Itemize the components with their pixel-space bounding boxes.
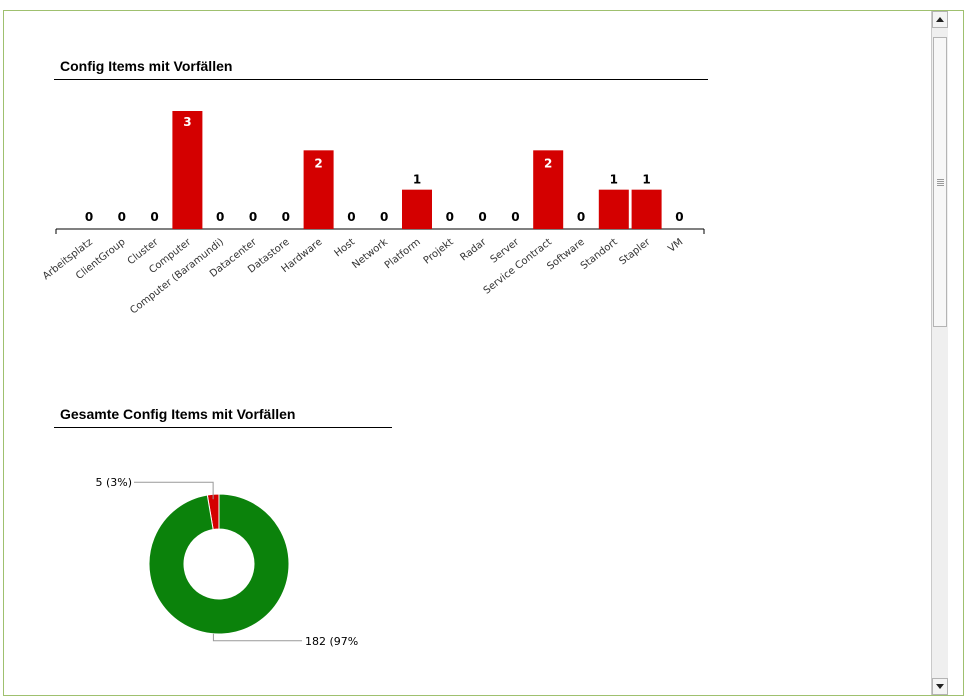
category-tick-label: Stapler xyxy=(617,236,653,267)
category-tick-label: Radar xyxy=(458,236,489,263)
bar-value-label: 1 xyxy=(413,173,421,187)
bar-value-label: 2 xyxy=(544,156,552,170)
bar-value-label: 1 xyxy=(642,173,650,187)
slice-label: 182 (97% xyxy=(305,635,358,648)
grip-icon xyxy=(936,178,944,186)
pie-chart-title: Gesamte Config Items mit Vorfällen xyxy=(54,406,392,428)
bar-value-label: 0 xyxy=(446,210,454,224)
bar-value-label: 0 xyxy=(85,210,93,224)
bar-value-label: 0 xyxy=(347,210,355,224)
bar-value-label: 0 xyxy=(150,210,158,224)
bar-value-label: 3 xyxy=(183,115,191,129)
bar xyxy=(402,189,432,229)
bar-value-label: 0 xyxy=(511,210,519,224)
leader-line xyxy=(134,481,214,500)
bar xyxy=(598,189,629,229)
category-tick-label: Host xyxy=(333,237,358,260)
bar-chart-title: Config Items mit Vorfällen xyxy=(54,58,708,80)
arrow-down-icon xyxy=(936,684,944,689)
category-tick-label: Standort xyxy=(579,237,620,272)
donut-slice xyxy=(148,493,290,635)
bar xyxy=(172,111,203,229)
bar-value-label: 0 xyxy=(380,210,388,224)
bar-value-label: 0 xyxy=(282,210,290,224)
bar-value-label: 0 xyxy=(478,210,486,224)
report-content: Config Items mit Vorfällen 0 Arbeitsplatz… xyxy=(4,11,948,695)
leader-line xyxy=(212,633,302,642)
slice-label: 5 (3%) xyxy=(95,476,132,489)
arrow-up-icon xyxy=(936,17,944,22)
donut-chart: 5 (3%) 182 (97% xyxy=(95,476,358,648)
bar xyxy=(533,150,564,229)
bar xyxy=(303,150,334,229)
category-tick-label: Projekt xyxy=(422,237,456,267)
category-tick-label: VM xyxy=(666,237,685,255)
bar-value-label: 0 xyxy=(216,210,224,224)
bar-chart: 0Arbeitsplatz0ClientGroup0Cluster3Comput… xyxy=(41,111,705,316)
bar-value-label: 0 xyxy=(577,210,585,224)
vertical-scrollbar[interactable] xyxy=(931,11,948,695)
bar-value-label: 0 xyxy=(675,210,683,224)
bar xyxy=(631,189,662,229)
bar-value-label: 1 xyxy=(610,173,618,187)
bar-value-label: 0 xyxy=(249,210,257,224)
bar-value-label: 2 xyxy=(314,156,322,170)
category-tick-label: Platform xyxy=(383,237,423,272)
report-frame: Config Items mit Vorfällen 0 Arbeitsplatz… xyxy=(3,10,964,696)
scroll-thumb[interactable] xyxy=(933,37,947,327)
bar-value-label: 0 xyxy=(118,210,126,224)
scroll-down-button[interactable] xyxy=(932,678,948,695)
scroll-up-button[interactable] xyxy=(932,11,948,28)
